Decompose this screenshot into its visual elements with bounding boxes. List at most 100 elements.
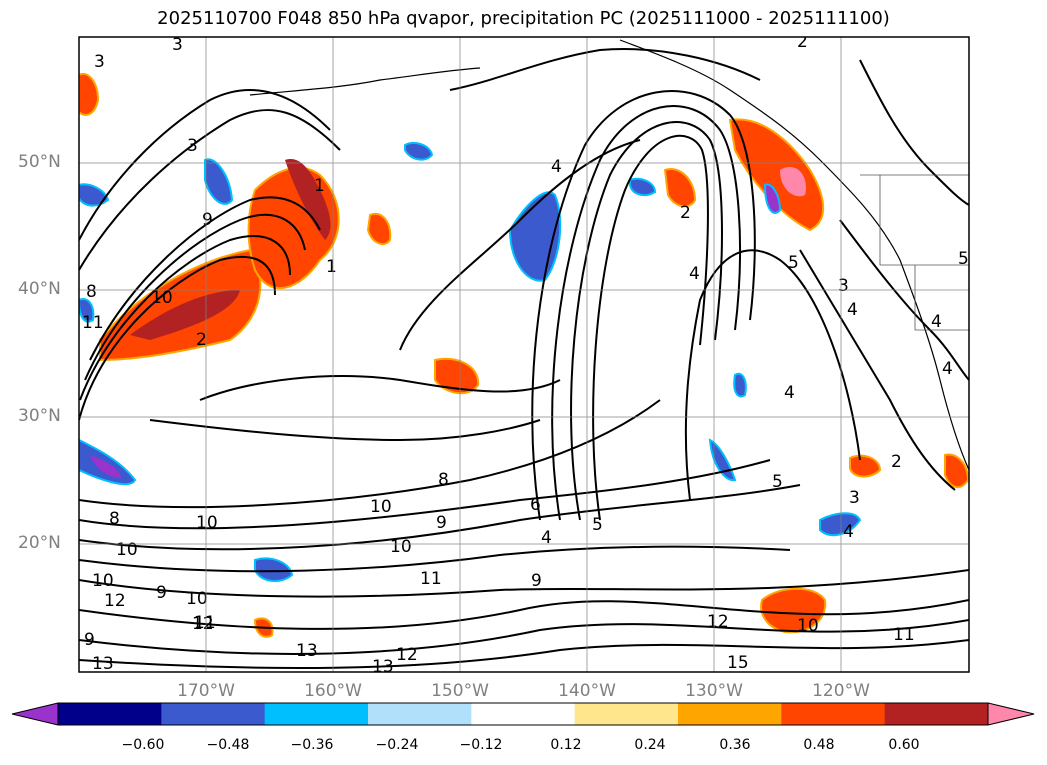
map-background xyxy=(79,37,969,672)
precip-area xyxy=(285,159,331,240)
graticule xyxy=(79,37,969,672)
precip-area xyxy=(728,118,825,232)
contour-line xyxy=(89,196,321,361)
contour-line xyxy=(592,134,709,521)
colorbar-tick-label: 0.36 xyxy=(719,737,751,753)
contour-line xyxy=(79,109,341,271)
contour-label: 10 xyxy=(370,497,392,517)
precip-area xyxy=(79,298,95,323)
contour-line xyxy=(551,105,741,521)
contour-label: 8 xyxy=(109,509,120,529)
colorbar-min-outline xyxy=(11,702,59,726)
colorbar-frame xyxy=(57,702,989,726)
contour-line xyxy=(79,545,791,573)
colorbar-tick-label: 0.24 xyxy=(634,737,666,753)
coastline xyxy=(249,67,481,96)
map-frame xyxy=(78,36,970,673)
contour-label: 10 xyxy=(390,537,412,557)
precip-area xyxy=(760,587,827,634)
contour-label: 8 xyxy=(438,470,449,490)
contour-line xyxy=(531,90,756,521)
contour-line xyxy=(449,48,761,91)
contour-label: 9 xyxy=(202,210,213,230)
contour-line xyxy=(799,249,956,491)
colorbar-extend-max xyxy=(988,703,1034,725)
precip-area xyxy=(629,177,657,197)
contour-line xyxy=(199,375,561,401)
contour-label: 13 xyxy=(372,657,394,677)
lat-label: 30°N xyxy=(18,406,61,426)
lon-label: 160°W xyxy=(304,681,362,701)
colorbar-cell xyxy=(58,703,162,725)
contour-label: 10 xyxy=(92,571,114,591)
contour-label: 5 xyxy=(772,472,783,492)
precip-area xyxy=(780,166,806,197)
contour-label: 4 xyxy=(541,528,552,548)
contour-label: 11 xyxy=(194,613,216,633)
contour-label: 5 xyxy=(958,249,969,269)
contour-line xyxy=(399,139,641,351)
colorbar-cell xyxy=(574,703,679,725)
contour-label: 4 xyxy=(931,312,942,332)
contour-line xyxy=(79,569,969,598)
contour-line xyxy=(79,619,969,655)
contour-label: 10 xyxy=(151,288,173,308)
precip-area xyxy=(366,212,392,246)
lon-label: 140°W xyxy=(558,681,616,701)
contour-label: 10 xyxy=(797,616,819,636)
contour-label: 4 xyxy=(784,383,795,403)
colorbar-tick-label: 0.12 xyxy=(550,737,582,753)
contour-label: 10 xyxy=(116,540,138,560)
precip-area xyxy=(79,438,137,486)
precip-area xyxy=(763,183,782,214)
colorbar-cell xyxy=(161,703,266,725)
lon-label: 120°W xyxy=(812,681,870,701)
map-content: 3 2 1 3 9 8 10 11 2 1 4 2 4 5 4 3 4 4 5 … xyxy=(79,32,969,677)
colorbar-cell xyxy=(781,703,886,725)
contour-label: 4 xyxy=(551,157,562,177)
contour-label: 3 xyxy=(187,136,198,156)
border-line xyxy=(879,175,969,266)
contour-label: 13 xyxy=(92,654,114,674)
contour-label: 3 xyxy=(838,276,849,296)
precip-area xyxy=(404,142,434,161)
contour-label: 2 xyxy=(797,32,808,52)
contour-label: 4 xyxy=(847,300,858,320)
colorbar-extend-min xyxy=(12,703,58,725)
contour-line xyxy=(79,484,801,551)
contour-label: 2 xyxy=(680,203,691,223)
contour-line xyxy=(79,89,331,241)
colorbar-cell xyxy=(471,703,576,725)
contour-line xyxy=(859,59,969,206)
contour-label: 9 xyxy=(84,630,95,650)
colorbar-tick-label: −0.12 xyxy=(459,737,503,753)
contour-label: 4 xyxy=(942,359,953,379)
contour-line xyxy=(84,213,306,381)
contour-label: 5 xyxy=(788,253,799,273)
precip-area xyxy=(663,168,697,208)
contour-labels: 3 2 1 3 9 8 10 11 2 1 4 2 4 5 4 3 4 4 5 … xyxy=(82,32,969,677)
contour-label: 15 xyxy=(727,653,749,673)
contour-label: 11 xyxy=(82,313,104,333)
contour-line xyxy=(79,639,969,670)
contour-label: 11 xyxy=(893,625,915,645)
contour-line xyxy=(684,249,861,501)
precip-area xyxy=(819,512,862,537)
map-title: 2025110700 F048 850 hPa qvapor, precipit… xyxy=(157,8,890,29)
contour-label: 3 xyxy=(849,488,860,508)
contour-label: 3 xyxy=(94,52,105,72)
qvapor-contours xyxy=(79,48,969,670)
contour-label: 2 xyxy=(891,452,902,472)
colorbar-tick-label: −0.24 xyxy=(375,737,419,753)
colorbar xyxy=(11,702,1035,726)
contour-label: 12 xyxy=(104,591,126,611)
lon-label: 170°W xyxy=(177,681,235,701)
colorbar-tick-label: −0.48 xyxy=(206,737,250,753)
lat-label: 40°N xyxy=(18,279,61,299)
contour-label: 12 xyxy=(192,614,214,634)
precip-area xyxy=(434,357,480,395)
precip-area xyxy=(204,158,234,205)
contour-label: 1 xyxy=(326,257,337,277)
contour-line xyxy=(79,235,291,401)
